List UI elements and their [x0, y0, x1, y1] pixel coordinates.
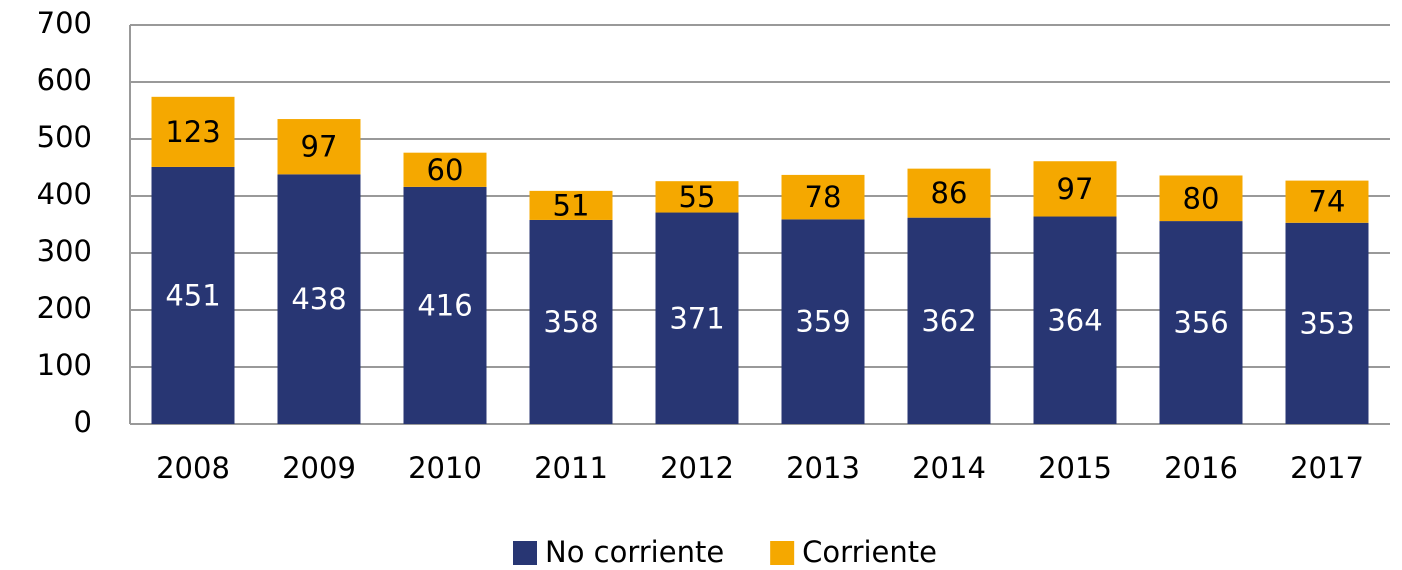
bar-segment: [151, 96, 235, 167]
data-label: 364: [1047, 303, 1102, 337]
data-label: 371: [669, 301, 724, 335]
bar-segment: [277, 119, 361, 175]
y-tick-label: 300: [37, 234, 92, 268]
data-label: 51: [553, 188, 590, 222]
x-tick-label: 2013: [786, 451, 860, 485]
bar-segment: [1159, 221, 1243, 424]
bar-segment: [529, 219, 613, 424]
y-tick-label: 600: [37, 63, 92, 97]
data-label: 438: [291, 282, 346, 316]
y-tick-label: 700: [37, 6, 92, 40]
x-tick-label: 2010: [408, 451, 482, 485]
bar-segment: [1033, 161, 1117, 217]
legend-label: Corriente: [802, 535, 937, 569]
bar-segment: [1159, 175, 1243, 222]
bar-segment: [529, 190, 613, 220]
x-tick-label: 2016: [1164, 451, 1238, 485]
data-label: 123: [165, 115, 220, 149]
data-label: 362: [921, 304, 976, 338]
bar-segment: [277, 174, 361, 424]
x-tick-label: 2009: [282, 451, 356, 485]
x-tick-label: 2014: [912, 451, 986, 485]
x-tick-label: 2017: [1290, 451, 1364, 485]
data-label: 80: [1183, 181, 1220, 215]
data-label: 97: [301, 130, 338, 164]
x-tick-label: 2008: [156, 451, 230, 485]
bar-segment: [781, 219, 865, 424]
data-label: 74: [1309, 185, 1346, 219]
y-tick-label: 400: [37, 177, 92, 211]
bar-segment: [151, 166, 235, 424]
legend-swatch: [513, 541, 537, 565]
data-label: 60: [427, 153, 464, 187]
bar-segment: [907, 168, 991, 218]
bar-segment: [1033, 216, 1117, 424]
bar-segment: [655, 181, 739, 213]
bar-segment: [403, 186, 487, 424]
legend-label: No corriente: [545, 535, 724, 569]
data-label: 359: [795, 305, 850, 339]
y-tick-label: 0: [74, 405, 92, 439]
x-tick-label: 2015: [1038, 451, 1112, 485]
y-tick-label: 200: [37, 291, 92, 325]
data-label: 78: [805, 180, 842, 214]
bar-segment: [403, 152, 487, 187]
data-label: 416: [417, 288, 472, 322]
bar-segment: [655, 212, 739, 424]
bar-segment: [781, 174, 865, 220]
data-label: 451: [165, 278, 220, 312]
bar-segment: [1285, 180, 1369, 223]
y-tick-label: 100: [37, 348, 92, 382]
data-label: 353: [1299, 306, 1354, 340]
bar-segment: [907, 217, 991, 424]
legend-swatch: [770, 541, 795, 565]
data-label: 97: [1057, 172, 1094, 206]
data-label: 86: [931, 176, 968, 210]
data-label: 55: [679, 180, 716, 214]
data-label: 356: [1173, 306, 1228, 340]
x-tick-label: 2011: [534, 451, 608, 485]
y-tick-label: 500: [37, 120, 92, 154]
data-label: 358: [543, 305, 598, 339]
bar-segment: [1285, 222, 1369, 424]
x-tick-label: 2012: [660, 451, 734, 485]
